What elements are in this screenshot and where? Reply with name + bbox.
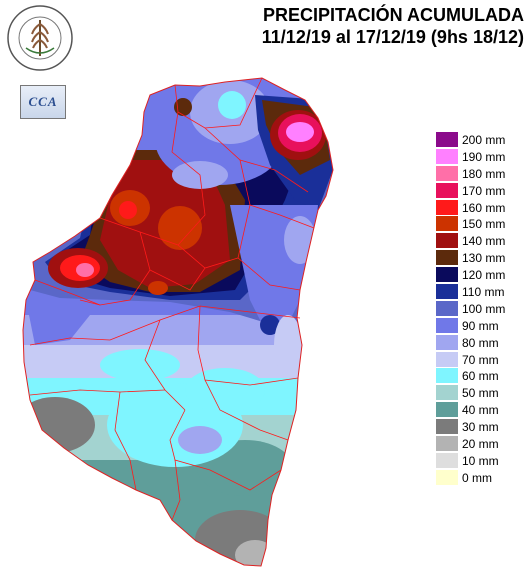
legend-label: 20 mm [462, 437, 499, 452]
legend-swatch [436, 402, 458, 418]
map-title-line2: 11/12/19 al 17/12/19 (9hs 18/12) [261, 27, 524, 47]
legend-swatch [436, 300, 458, 316]
cca-logo: CCA [20, 85, 66, 119]
legend-swatch [436, 436, 458, 452]
legend-label: 80 mm [462, 335, 499, 350]
legend-swatch [436, 267, 458, 283]
map-title: PRECIPITACIÓN ACUMULADA 11/12/19 al 17/1… [262, 4, 524, 48]
legend-label: 140 mm [462, 234, 506, 249]
legend-label: 160 mm [462, 200, 506, 215]
legend-swatch [436, 368, 458, 384]
legend-swatch [436, 132, 458, 147]
legend-swatch [436, 385, 458, 401]
legend-swatch [436, 216, 458, 232]
legend-swatch [436, 334, 458, 350]
legend-label: 110 mm [462, 285, 505, 300]
legend-label: 180 mm [462, 166, 506, 181]
legend-swatch [436, 419, 458, 435]
bolsa-de-cereales-seal-logo [7, 5, 73, 71]
legend-label: 0 mm [462, 470, 492, 485]
legend-swatch [436, 250, 458, 266]
legend-label: 150 mm [462, 217, 506, 232]
legend-label: 120 mm [462, 268, 506, 283]
legend-label: 40 mm [462, 403, 499, 418]
legend-swatch [436, 148, 458, 164]
legend-swatch [436, 182, 458, 198]
legend-label: 190 mm [462, 149, 506, 164]
legend-swatch [436, 469, 458, 485]
legend-swatch [436, 317, 458, 333]
legend-swatch [436, 199, 458, 215]
legend-label: 170 mm [462, 183, 506, 198]
legend-label: 50 mm [462, 386, 499, 401]
legend-label: 100 mm [462, 301, 506, 316]
legend-label: 90 mm [462, 318, 499, 333]
legend-label: 60 mm [462, 369, 499, 384]
legend-swatch [436, 233, 458, 249]
legend-swatch [436, 351, 458, 367]
legend-label: 130 mm [462, 251, 506, 266]
legend-swatch [436, 284, 458, 300]
legend-label: 70 mm [462, 352, 499, 367]
map-title-line1: PRECIPITACIÓN ACUMULADA [263, 5, 524, 25]
legend-swatch [436, 165, 458, 181]
legend-label: 30 mm [462, 420, 499, 435]
legend-swatch [436, 452, 458, 468]
legend-label: 200 mm [462, 133, 506, 147]
legend-label: 10 mm [462, 453, 499, 468]
